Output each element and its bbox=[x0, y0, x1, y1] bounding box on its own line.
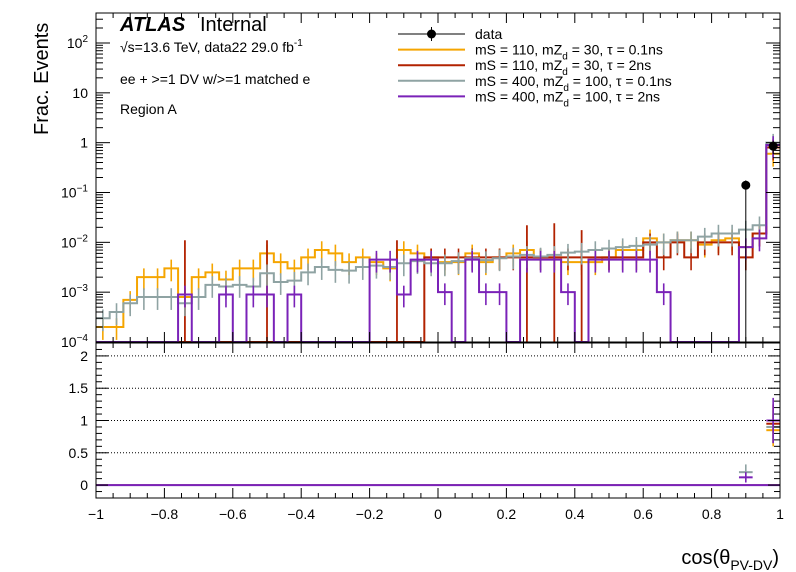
y-tick-exponent: −4 bbox=[77, 333, 89, 344]
ratio-y-tick-label: 1 bbox=[80, 413, 88, 429]
y-tick-label: 10 bbox=[72, 85, 88, 101]
y-tick-label: 1 bbox=[80, 135, 88, 151]
energy-lumi-label: √s=13.6 TeV, data22 29.0 fb-1 bbox=[120, 38, 303, 55]
energy-lumi-text: √s=13.6 TeV, data22 29.0 fb bbox=[120, 39, 294, 55]
experiment-label: ATLAS bbox=[119, 14, 186, 36]
y-tick-base: 10 bbox=[61, 284, 77, 300]
x-tick-label: 1 bbox=[776, 506, 784, 522]
x-tick-label: −1 bbox=[88, 506, 104, 522]
legend-label-subscript: d bbox=[562, 67, 568, 78]
y-tick-base: 10 bbox=[67, 35, 83, 51]
legend-label-part: = 30, τ = 2ns bbox=[568, 57, 651, 73]
x-tick-label: −0.6 bbox=[219, 506, 247, 522]
x-axis-title-sub: PV-DV bbox=[730, 557, 773, 572]
legend-data-marker bbox=[427, 29, 436, 39]
ratio-y-tick-label: 2 bbox=[80, 348, 88, 364]
x-tick-label: 0.6 bbox=[633, 506, 653, 522]
x-tick-label: −0.4 bbox=[287, 506, 315, 522]
legend-label-part: mS = 110, mZ bbox=[475, 42, 563, 58]
legend-label-part: mS = 110, mZ bbox=[475, 57, 563, 73]
x-axis-title: cos(θPV-DV) bbox=[681, 547, 779, 572]
x-axis-title-close: ) bbox=[772, 547, 779, 569]
y-tick-exponent: −1 bbox=[77, 184, 89, 195]
legend-label-part: = 30, τ = 0.1ns bbox=[568, 42, 663, 58]
atlas-label: ATLAS Internal √s=13.6 TeV, data22 29.0 … bbox=[119, 14, 311, 117]
x-tick-label: −0.8 bbox=[151, 506, 179, 522]
data-point bbox=[768, 141, 778, 151]
x-tick-label: −0.2 bbox=[356, 506, 384, 522]
region-label: Region A bbox=[120, 101, 177, 117]
legend-label-grey: mS = 400, mZd = 100, τ = 0.1ns bbox=[475, 73, 672, 94]
legend-label-subscript: d bbox=[563, 83, 569, 94]
y-tick-label: 10−3 bbox=[61, 283, 88, 300]
x-tick-label: 0 bbox=[434, 506, 442, 522]
y-tick-base: 10 bbox=[61, 334, 77, 350]
y-tick-base: 10 bbox=[61, 234, 77, 250]
y-axis-title: Frac. Events bbox=[31, 23, 53, 135]
x-axis-title-main: cos(θ bbox=[681, 547, 730, 569]
legend-label-orange: mS = 110, mZd = 30, τ = 0.1ns bbox=[475, 42, 663, 63]
y-tick-base: 10 bbox=[61, 185, 77, 201]
legend-label-part: = 100, τ = 0.1ns bbox=[569, 73, 672, 89]
legend-label-subscript: d bbox=[563, 98, 569, 109]
data-point bbox=[741, 180, 751, 190]
y-tick-exponent: −3 bbox=[77, 283, 89, 294]
legend-label-part: mS = 400, mZ bbox=[475, 73, 564, 89]
legend-label-red: mS = 110, mZd = 30, τ = 2ns bbox=[475, 57, 651, 78]
legend-label-data: data bbox=[475, 26, 502, 42]
legend-label-purple: mS = 400, mZd = 100, τ = 2ns bbox=[475, 88, 660, 109]
ratio-y-tick-label: 0 bbox=[80, 477, 88, 493]
selection-label: ee + >=1 DV w/>=1 matched e bbox=[120, 71, 311, 87]
legend-label-part: mS = 400, mZ bbox=[475, 88, 564, 104]
x-tick-label: 0.8 bbox=[702, 506, 722, 522]
x-tick-label: 0.2 bbox=[497, 506, 517, 522]
ratio-panel: −1 −0.8 −0.6 −0.4 −0.2 0 0.2 0.4 0.6 0.8 1 0 0.5 1 1.5… bbox=[69, 342, 784, 522]
y-tick-label: 10−1 bbox=[61, 184, 88, 201]
status-label: Internal bbox=[200, 14, 267, 36]
ratio-y-tick-label: 0.5 bbox=[69, 445, 89, 461]
y-tick-label: 102 bbox=[67, 34, 89, 51]
y-tick-exponent: −2 bbox=[77, 233, 89, 244]
legend-label-part: = 100, τ = 2ns bbox=[569, 88, 660, 104]
ratio-panel-axes: −1 −0.8 −0.6 −0.4 −0.2 0 0.2 0.4 0.6 0.8 1 0 0.5 1 1.5… bbox=[69, 343, 784, 522]
energy-lumi-exponent: -1 bbox=[294, 38, 303, 49]
legend-label-subscript: d bbox=[562, 52, 568, 63]
y-tick-label: 10−2 bbox=[61, 233, 88, 250]
ratio-y-tick-label: 1.5 bbox=[69, 380, 89, 396]
x-tick-label: 0.4 bbox=[565, 506, 585, 522]
y-tick-exponent: 2 bbox=[82, 34, 88, 45]
main-panel-contents bbox=[96, 133, 780, 342]
y-tick-label: 10−4 bbox=[61, 333, 88, 350]
